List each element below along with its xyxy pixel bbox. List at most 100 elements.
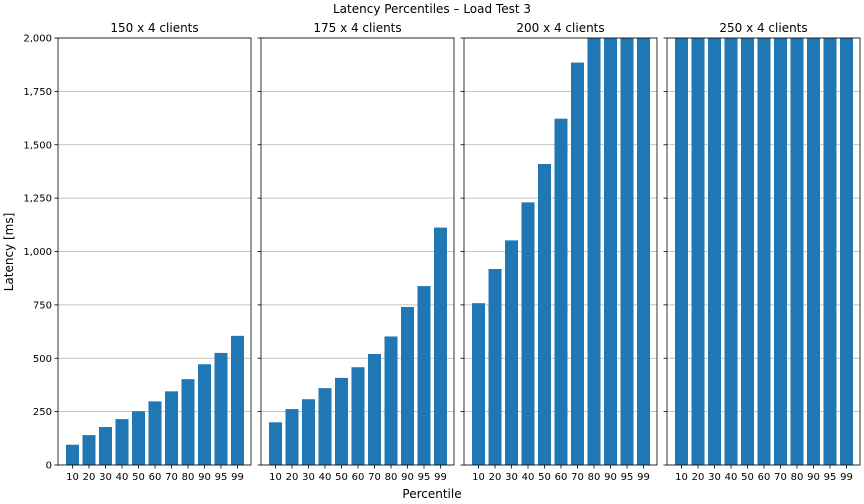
x-tick-label: 95 [215,472,228,483]
bar [620,38,634,465]
x-tick-label: 30 [505,472,518,483]
bar [82,435,96,465]
x-tick-label: 40 [116,472,129,483]
bar [807,38,820,465]
x-tick-label: 20 [286,472,299,483]
x-tick-label: 80 [385,472,398,483]
bar [724,38,738,465]
x-tick-label: 60 [352,472,365,483]
x-tick-label: 99 [231,472,244,483]
x-tick-label: 40 [522,472,535,483]
panel-title: 200 x 4 clients [516,21,604,35]
panel-3: 10 20 30 40 50 60 70 80 90 95 99 200 x 4 clients [460,21,658,483]
x-tick-label: 70 [165,472,178,483]
bar [384,336,398,465]
bar [691,38,705,465]
y-tick-label: 500 [33,354,52,365]
bar [214,352,228,465]
bar [335,377,348,465]
x-tick-label: 95 [621,472,634,483]
bar [132,411,145,465]
x-tick-label: 60 [758,472,771,483]
x-tick-label: 95 [418,472,431,483]
panel-4: 10 20 30 40 50 60 70 80 90 95 99 250 x 4 clients [663,21,861,483]
x-tick-label: 20 [692,472,705,483]
bar [472,303,485,465]
x-tick-label: 10 [66,472,79,483]
bar [165,391,178,465]
bar [115,419,129,465]
figure-title: Latency Percentiles – Load Test 3 [333,2,531,16]
bar [637,38,650,465]
panel-title: 250 x 4 clients [719,21,807,35]
x-tick-label: 90 [198,472,211,483]
bar [417,286,431,465]
bar [741,38,754,465]
bar [538,163,551,465]
bar [757,38,771,465]
x-tick-label: 95 [824,472,837,483]
y-tick-label: 2,000 [23,34,52,45]
bar [318,388,332,465]
panel-title: 175 x 4 clients [313,21,401,35]
bar [840,38,853,465]
x-tick-label: 99 [840,472,853,483]
bar [434,227,447,465]
bar [198,364,211,465]
bar [181,379,195,465]
bar [571,62,584,466]
bar [823,38,837,465]
bar [269,422,282,465]
bar [505,240,518,465]
bar [488,269,502,465]
x-tick-label: 90 [401,472,414,483]
y-tick-label: 1,000 [23,247,52,258]
panel-1: 0 250 500 750 1,000 1,250 1,500 1,750 2,000 10 20 3… [23,21,252,483]
y-tick-label: 750 [33,300,52,311]
x-tick-label: 80 [791,472,804,483]
y-tick-label: 1,500 [23,140,52,151]
x-tick-label: 60 [555,472,568,483]
bar [675,38,688,465]
x-tick-label: 30 [302,472,315,483]
x-tick-label: 60 [149,472,162,483]
panel-title: 150 x 4 clients [110,21,198,35]
x-axis-title: Percentile [402,487,461,501]
bar [302,399,315,465]
x-tick-label: 70 [368,472,381,483]
x-tick-label: 20 [489,472,502,483]
bar [99,426,112,465]
bar [66,444,79,465]
panel-2: 10 20 30 40 50 60 70 80 90 95 99 175 x 4 clients [257,21,455,483]
x-tick-label: 80 [182,472,195,483]
x-tick-label: 99 [434,472,447,483]
x-tick-label: 99 [637,472,650,483]
x-tick-label: 40 [725,472,738,483]
bar [148,401,162,465]
bar [521,202,535,465]
x-tick-label: 80 [588,472,601,483]
y-tick-label: 250 [33,407,52,418]
x-tick-label: 30 [708,472,721,483]
bar [351,367,365,465]
x-tick-label: 40 [319,472,332,483]
x-tick-label: 10 [675,472,688,483]
y-tick-label: 0 [46,461,52,472]
bar [708,38,721,465]
x-tick-label: 10 [269,472,282,483]
y-tick-label: 1,750 [23,87,52,98]
x-tick-label: 70 [774,472,787,483]
x-tick-label: 90 [807,472,820,483]
x-tick-label: 50 [335,472,348,483]
bar [554,118,568,465]
x-tick-label: 10 [472,472,485,483]
bar [285,409,299,465]
x-tick-label: 30 [99,472,112,483]
bar [368,353,381,465]
x-tick-label: 70 [571,472,584,483]
x-tick-label: 20 [83,472,96,483]
bar [587,38,601,465]
y-tick-label: 1,250 [23,194,52,205]
